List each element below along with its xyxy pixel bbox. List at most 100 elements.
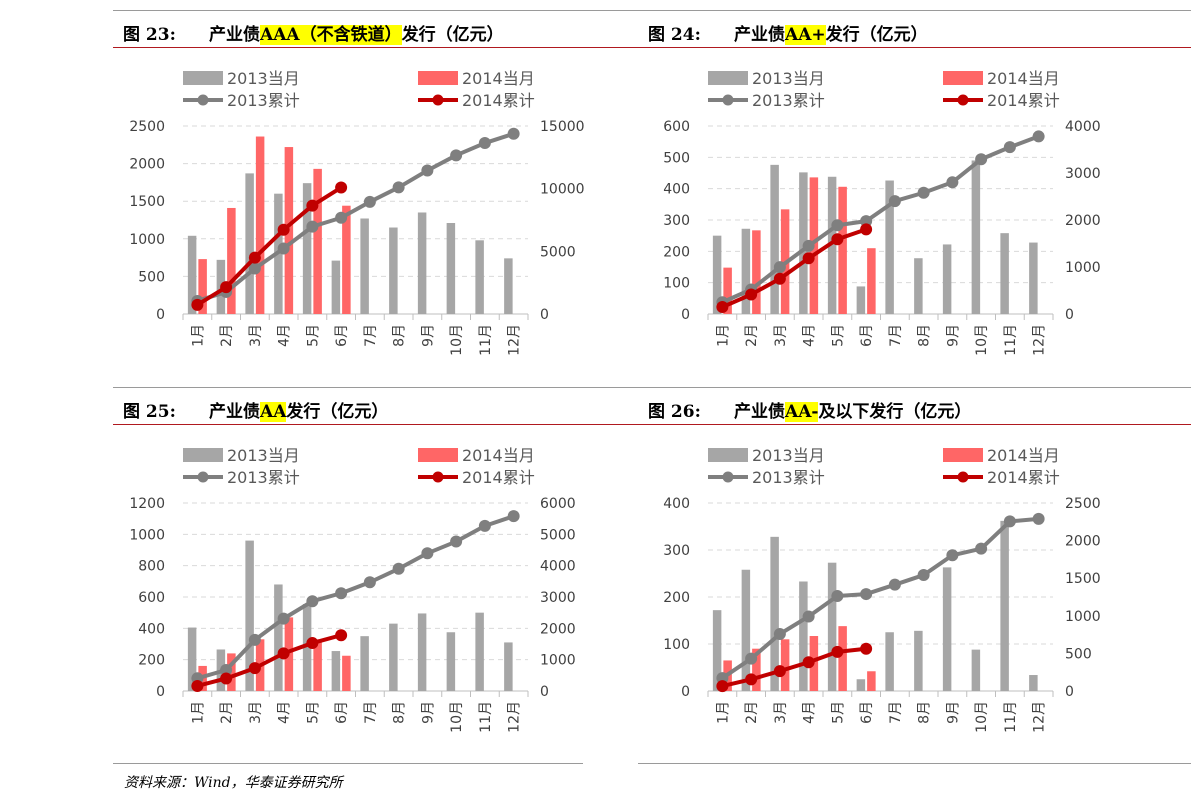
bar-2013-monthly: [1000, 233, 1009, 314]
bar-2013-monthly: [942, 244, 952, 314]
x-tick-label: 4月: [802, 701, 818, 724]
series-2013-cumulative-point: [917, 186, 930, 199]
legend: 2013当月 2014当月 2013累计 2014累计: [183, 69, 535, 110]
y-right-tick-label: 2000: [1065, 534, 1101, 550]
title-pre: 产业债: [734, 25, 785, 45]
bar-2013-monthly: [389, 227, 398, 314]
chart-area: 2013当月 2014当月 2013累计 2014累计 0 100 200 300 400 500…: [663, 69, 1101, 356]
x-tick-label: 10月: [449, 701, 465, 733]
series-2013-cumulative-point: [421, 547, 434, 560]
series-2013-cumulative-point: [478, 137, 491, 150]
series-2014-cumulative-point: [831, 645, 844, 658]
x-tick-label: 10月: [974, 324, 990, 356]
figure-26-panel: 图 26: 产业债AA-及以下发行（亿元） 2013当月 2014当月 2013累计…: [638, 387, 1191, 767]
series-2013-cumulative-point: [917, 569, 930, 582]
bar-2013-monthly: [417, 212, 427, 314]
series-2014-cumulative-point: [773, 272, 786, 285]
series-2013-cumulative-point: [450, 535, 463, 548]
bar-2014-monthly: [198, 259, 207, 314]
series-2014-cumulative-point: [716, 301, 729, 314]
y-right-tick-label: 0: [1065, 684, 1074, 700]
y-left-tick-label: 0: [156, 684, 165, 700]
series-2013-cumulative-point: [248, 633, 261, 646]
figure-title: 产业债AA发行（亿元）: [209, 397, 388, 422]
y-left-tick-label: 300: [663, 213, 690, 229]
bar-2013-monthly: [504, 642, 513, 691]
y-left-tick-label: 100: [663, 276, 690, 292]
figure-label: 图 26:: [648, 402, 701, 422]
x-tick-label: 7月: [888, 324, 904, 347]
y-left-tick-label: 400: [138, 621, 165, 637]
legend-2013-monthly-label: 2013当月: [752, 69, 825, 88]
legend-2014-cumulative-label: 2014累计: [462, 91, 535, 110]
y-right-tick-label: 3000: [540, 590, 576, 606]
figure-25-panel: 图 25: 产业债AA发行（亿元） 2013当月 2014当月 2013累计 2014…: [113, 387, 668, 767]
y-left-tick-label: 200: [663, 590, 690, 606]
series-2013-cumulative-point: [277, 242, 290, 255]
y-left-tick-label: 100: [663, 637, 690, 653]
series-2013-cumulative-point: [478, 519, 491, 532]
bar-2014-monthly: [723, 267, 732, 314]
x-tick-label: 12月: [507, 324, 523, 356]
series-2013-cumulative-point: [888, 195, 901, 208]
bar-2014-monthly: [867, 671, 876, 691]
bar-2014-monthly: [255, 136, 265, 314]
series-2013-cumulative-point: [450, 149, 463, 162]
y-left-tick-label: 400: [663, 496, 690, 512]
x-tick-label: 8月: [392, 324, 408, 347]
series-2013-cumulative-point: [802, 239, 815, 252]
bar-2014-monthly: [313, 168, 322, 314]
source-note: 资料来源：Wind，华泰证券研究所: [124, 775, 343, 791]
y-left-tick-label: 200: [138, 653, 165, 669]
bar-2014-monthly: [752, 230, 761, 314]
bar-2013-monthly: [274, 584, 283, 691]
x-tick-label: 5月: [830, 324, 846, 347]
bar-2014-monthly: [342, 205, 351, 314]
x-tick-label: 6月: [334, 701, 350, 724]
x-tick-label: 8月: [392, 701, 408, 724]
x-tick-label: 1月: [190, 701, 206, 724]
legend-2014-cumulative-marker: [957, 94, 969, 106]
y-right-tick-label: 2000: [1065, 213, 1101, 229]
series-2014-cumulative-point: [248, 251, 261, 264]
bar-2014-monthly: [342, 655, 351, 691]
bar-2013-monthly: [770, 164, 779, 314]
x-tick-label: 11月: [478, 324, 494, 356]
x-tick-label: 3月: [773, 701, 789, 724]
y-left-tick-label: 1000: [129, 527, 165, 543]
y-left-tick-label: 200: [663, 244, 690, 260]
series-2014-cumulative-point: [335, 181, 348, 194]
bar-2013-monthly: [971, 649, 981, 691]
y-right-tick-label: 0: [540, 307, 549, 323]
x-tick-label: 5月: [305, 324, 321, 347]
legend-2013-cumulative-label: 2013累计: [752, 468, 825, 487]
y-right-tick-label: 15000: [540, 119, 585, 135]
y-left-tick-label: 0: [156, 307, 165, 323]
bar-2014-monthly: [867, 248, 876, 314]
bar-2013-monthly: [475, 612, 484, 691]
series-2013-cumulative-point: [335, 587, 348, 600]
series-2013-cumulative-point: [392, 181, 405, 194]
legend-2013-cumulative-marker: [197, 94, 209, 106]
x-tick-label: 5月: [305, 701, 321, 724]
title-post: 发行（亿元）: [286, 402, 389, 422]
series-2014-cumulative-point: [248, 662, 261, 675]
bar-2013-monthly: [331, 260, 341, 314]
bar-2013-monthly: [799, 581, 808, 691]
x-tick-label: 3月: [773, 324, 789, 347]
bar-2013-monthly: [331, 651, 341, 691]
legend-2013-monthly-swatch: [183, 448, 223, 462]
bar-2013-monthly: [827, 562, 837, 691]
bar-2013-monthly: [245, 173, 254, 314]
series-2013-cumulative-line: [196, 131, 515, 303]
x-tick-label: 7月: [363, 701, 379, 724]
y-right-tick-label: 1500: [1065, 571, 1101, 587]
x-tick-label: 6月: [859, 701, 875, 724]
chart-area: 2013当月 2014当月 2013累计 2014累计 0 200 400 600 800 100…: [129, 446, 576, 733]
bar-2013-monthly: [504, 258, 513, 314]
y-right-tick-label: 1000: [1065, 260, 1101, 276]
legend-2014-cumulative-marker: [432, 471, 444, 483]
series-2014-cumulative-point: [277, 647, 290, 660]
bar-2013-monthly: [1029, 675, 1038, 691]
y-left-tick-label: 500: [663, 150, 690, 166]
